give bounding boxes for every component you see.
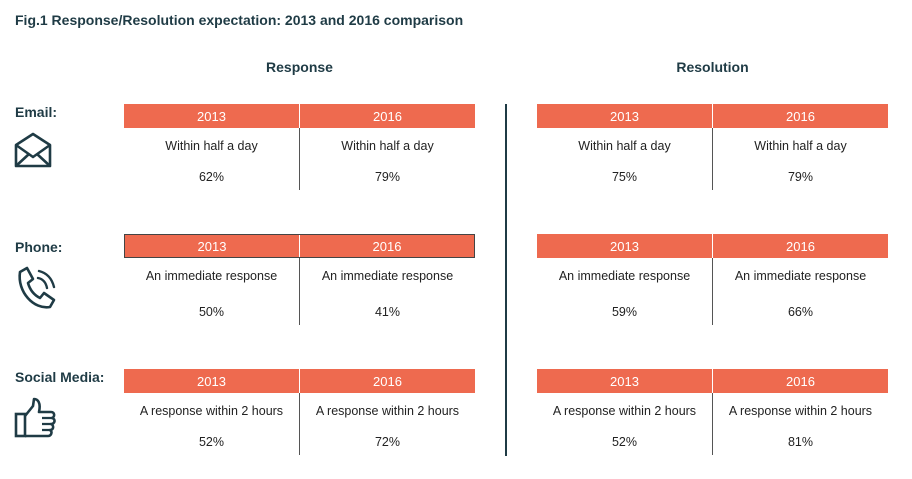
year-header-2016: 2016 xyxy=(712,104,888,128)
expectation-text: An immediate response xyxy=(558,269,691,283)
cell-2016: Within half a day 79% xyxy=(712,128,888,190)
percentage-value: 52% xyxy=(611,435,638,449)
cell-2016: A response within 2 hours 81% xyxy=(712,393,888,455)
percentage-value: 62% xyxy=(198,170,225,184)
cell-2016: An immediate response 41% xyxy=(299,258,475,325)
expectation-text: Within half a day xyxy=(165,139,258,153)
percentage-value: 59% xyxy=(611,305,638,319)
cell-2013: Within half a day 75% xyxy=(537,128,712,190)
expectation-text: An immediate response xyxy=(321,269,454,283)
year-header-2013: 2013 xyxy=(124,369,299,393)
percentage-value: 75% xyxy=(611,170,638,184)
year-header-2016: 2016 xyxy=(712,234,888,258)
thumbs-up-icon xyxy=(14,397,56,438)
section-divider xyxy=(505,104,507,456)
percentage-value: 72% xyxy=(374,435,401,449)
cell-2013: An immediate response 50% xyxy=(124,258,299,325)
social-media-resolution-table: 2013 2016 A response within 2 hours 52% … xyxy=(537,369,888,455)
percentage-value: 50% xyxy=(198,305,225,319)
cell-2013: A response within 2 hours 52% xyxy=(537,393,712,455)
percentage-value: 81% xyxy=(787,435,814,449)
expectation-text: Within half a day xyxy=(578,139,671,153)
year-header-2013: 2013 xyxy=(537,234,712,258)
percentage-value: 66% xyxy=(787,305,814,319)
envelope-icon xyxy=(14,132,52,168)
cell-2013: A response within 2 hours 52% xyxy=(124,393,299,455)
expectation-text: Within half a day xyxy=(754,139,847,153)
year-header-2013: 2013 xyxy=(125,235,299,257)
expectation-text: A response within 2 hours xyxy=(552,404,697,418)
email-resolution-table: 2013 2016 Within half a day 75% Within h… xyxy=(537,104,888,190)
cell-2013: An immediate response 59% xyxy=(537,258,712,325)
year-header-2013: 2013 xyxy=(124,104,299,128)
percentage-value: 41% xyxy=(374,305,401,319)
email-response-table: 2013 2016 Within half a day 62% Within h… xyxy=(124,104,475,190)
expectation-text: An immediate response xyxy=(145,269,278,283)
percentage-value: 52% xyxy=(198,435,225,449)
social-media-response-table: 2013 2016 A response within 2 hours 52% … xyxy=(124,369,475,455)
expectation-text: An immediate response xyxy=(734,269,867,283)
year-header-2016: 2016 xyxy=(299,369,475,393)
expectation-text: Within half a day xyxy=(341,139,434,153)
channel-label-phone: Phone: xyxy=(15,239,63,255)
year-header-2016: 2016 xyxy=(299,235,474,257)
year-header-2016: 2016 xyxy=(712,369,888,393)
phone-resolution-table: 2013 2016 An immediate response 59% An i… xyxy=(537,234,888,325)
channel-label-social-media: Social Media: xyxy=(15,369,105,385)
figure-title: Fig.1 Response/Resolution expectation: 2… xyxy=(15,12,464,28)
expectation-text: A response within 2 hours xyxy=(728,404,873,418)
phone-icon xyxy=(18,266,56,309)
year-header-2016: 2016 xyxy=(299,104,475,128)
resolution-heading: Resolution xyxy=(676,59,749,75)
expectation-text: A response within 2 hours xyxy=(139,404,284,418)
cell-2016: Within half a day 79% xyxy=(299,128,475,190)
channel-label-email: Email: xyxy=(15,104,58,120)
percentage-value: 79% xyxy=(374,170,401,184)
response-heading: Response xyxy=(266,59,333,75)
cell-2016: An immediate response 66% xyxy=(712,258,888,325)
cell-2016: A response within 2 hours 72% xyxy=(299,393,475,455)
year-header-2013: 2013 xyxy=(537,369,712,393)
cell-2013: Within half a day 62% xyxy=(124,128,299,190)
expectation-text: A response within 2 hours xyxy=(315,404,460,418)
year-header-2013: 2013 xyxy=(537,104,712,128)
percentage-value: 79% xyxy=(787,170,814,184)
phone-response-table: 2013 2016 An immediate response 50% An i… xyxy=(124,234,475,325)
